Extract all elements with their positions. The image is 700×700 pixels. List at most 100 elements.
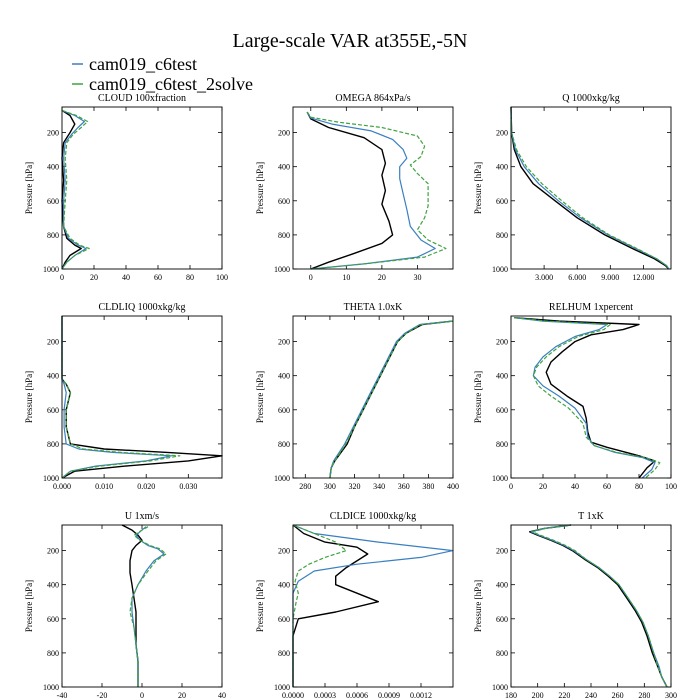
panel-frame xyxy=(292,315,454,479)
xtick-label: 180 xyxy=(505,691,517,700)
panel-title-q: Q 1000xkg/kg xyxy=(562,93,620,104)
panel-frame xyxy=(61,524,223,688)
xtick-label: 100 xyxy=(216,273,228,282)
ytick-label: 400 xyxy=(47,581,59,590)
series-line-cam019-c6test xyxy=(61,109,87,270)
xtick-label: 260 xyxy=(612,691,624,700)
ytick-label: 200 xyxy=(496,547,508,556)
series-line-cam019-c6test-2solve xyxy=(292,524,347,687)
ytick-label: 200 xyxy=(47,338,59,347)
panel-ylabel-u: Pressure [hPa] xyxy=(24,580,34,632)
xtick-label: 400 xyxy=(447,482,459,491)
panel-frame xyxy=(61,315,223,479)
series-line-obs xyxy=(510,106,670,270)
xtick-label: 40 xyxy=(218,691,226,700)
panel-title-u: U 1xm/s xyxy=(125,511,159,522)
ytick-label: 400 xyxy=(47,372,59,381)
series-line-cam019-c6test-2solve xyxy=(129,526,167,687)
xtick-label: 0.0009 xyxy=(378,691,400,700)
ytick-label: 1000 xyxy=(43,474,59,483)
panel-frame xyxy=(292,524,454,688)
series-line-obs xyxy=(121,524,143,687)
ytick-label: 800 xyxy=(47,440,59,449)
ytick-label: 1000 xyxy=(492,265,508,274)
panel-ylabel-omega: Pressure [hPa] xyxy=(255,162,265,214)
panel-title-cldice: CLDICE 1000xkg/kg xyxy=(330,511,416,522)
series-line-obs xyxy=(61,316,223,479)
legend-label-cam019-c6test: cam019_c6test xyxy=(89,54,197,74)
xtick-label: 20 xyxy=(539,482,547,491)
xtick-label: 240 xyxy=(585,691,597,700)
series-line-obs xyxy=(514,317,656,479)
panel-theta: THETA 1.0xK Pressure [hPa] 200 400 600 800 100… xyxy=(255,302,459,491)
series-line-cam019-c6test xyxy=(329,320,454,479)
series-line-obs xyxy=(292,524,379,687)
ytick-label: 600 xyxy=(278,197,290,206)
ytick-label: 600 xyxy=(47,197,59,206)
ytick-label: 400 xyxy=(278,372,290,381)
ytick-label: 400 xyxy=(278,163,290,172)
panel-title-t: T 1xK xyxy=(578,511,604,522)
xtick-label: 0.0006 xyxy=(346,691,368,700)
panel-frame xyxy=(292,106,454,270)
ytick-label: 600 xyxy=(496,197,508,206)
figure-title: Large-scale VAR at355E,-5N xyxy=(233,30,468,52)
ytick-label: 1000 xyxy=(274,265,290,274)
series-line-cam019-c6test xyxy=(530,524,668,688)
series-line-obs xyxy=(529,524,668,688)
xtick-label: 300 xyxy=(665,691,677,700)
series-line-cam019-c6test-2solve xyxy=(306,111,447,270)
series-line-cam019-c6test-2solve xyxy=(61,109,90,270)
panel-ylabel-cldliq: Pressure [hPa] xyxy=(24,371,34,423)
panel-frame xyxy=(510,524,672,688)
ytick-label: 600 xyxy=(496,406,508,415)
ytick-label: 400 xyxy=(496,163,508,172)
panel-q: Q 1000xkg/kg Pressure [hPa] 200 400 600 800 10… xyxy=(473,93,672,282)
xtick-label: 20 xyxy=(378,273,386,282)
xtick-label: 0 xyxy=(60,273,64,282)
series-line-cam019-c6test xyxy=(292,524,454,687)
ytick-label: 200 xyxy=(47,129,59,138)
series-line-cam019-c6test xyxy=(306,111,436,270)
xtick-label: 0 xyxy=(309,273,313,282)
ytick-label: 600 xyxy=(496,615,508,624)
xtick-label: 0.0003 xyxy=(314,691,336,700)
xtick-label: 0.030 xyxy=(179,482,197,491)
xtick-label: 320 xyxy=(349,482,361,491)
xtick-label: 280 xyxy=(299,482,311,491)
xtick-label: 12.000 xyxy=(632,273,654,282)
series-line-cam019-c6test-2solve xyxy=(61,316,181,479)
xtick-label: 0.0012 xyxy=(410,691,432,700)
ytick-label: 1000 xyxy=(492,683,508,692)
xtick-label: -40 xyxy=(57,691,68,700)
ytick-label: 800 xyxy=(496,440,508,449)
panel-title-cloud: CLOUD 100xfraction xyxy=(98,93,186,104)
series-line-obs xyxy=(329,320,454,479)
xtick-label: 280 xyxy=(638,691,650,700)
panel-title-omega: OMEGA 864xPa/s xyxy=(335,93,410,104)
xtick-label: 0 xyxy=(140,691,144,700)
xtick-label: 40 xyxy=(571,482,579,491)
series-line-cam019-c6test xyxy=(61,316,173,479)
series-line-cam019-c6test-2solve xyxy=(531,524,668,688)
ytick-label: 800 xyxy=(278,649,290,658)
xtick-label: 40 xyxy=(122,273,130,282)
ytick-label: 800 xyxy=(47,231,59,240)
ytick-label: 1000 xyxy=(274,683,290,692)
series-line-cam019-c6test xyxy=(510,106,670,270)
ytick-label: 1000 xyxy=(43,265,59,274)
panel-ylabel-cloud: Pressure [hPa] xyxy=(24,162,34,214)
panel-ylabel-t: Pressure [hPa] xyxy=(473,580,483,632)
xtick-label: 30 xyxy=(413,273,421,282)
ytick-label: 1000 xyxy=(492,474,508,483)
ytick-label: 800 xyxy=(278,440,290,449)
xtick-label: 0.0000 xyxy=(282,691,304,700)
ytick-label: 800 xyxy=(496,231,508,240)
xtick-label: 9.000 xyxy=(601,273,619,282)
ytick-label: 400 xyxy=(278,581,290,590)
